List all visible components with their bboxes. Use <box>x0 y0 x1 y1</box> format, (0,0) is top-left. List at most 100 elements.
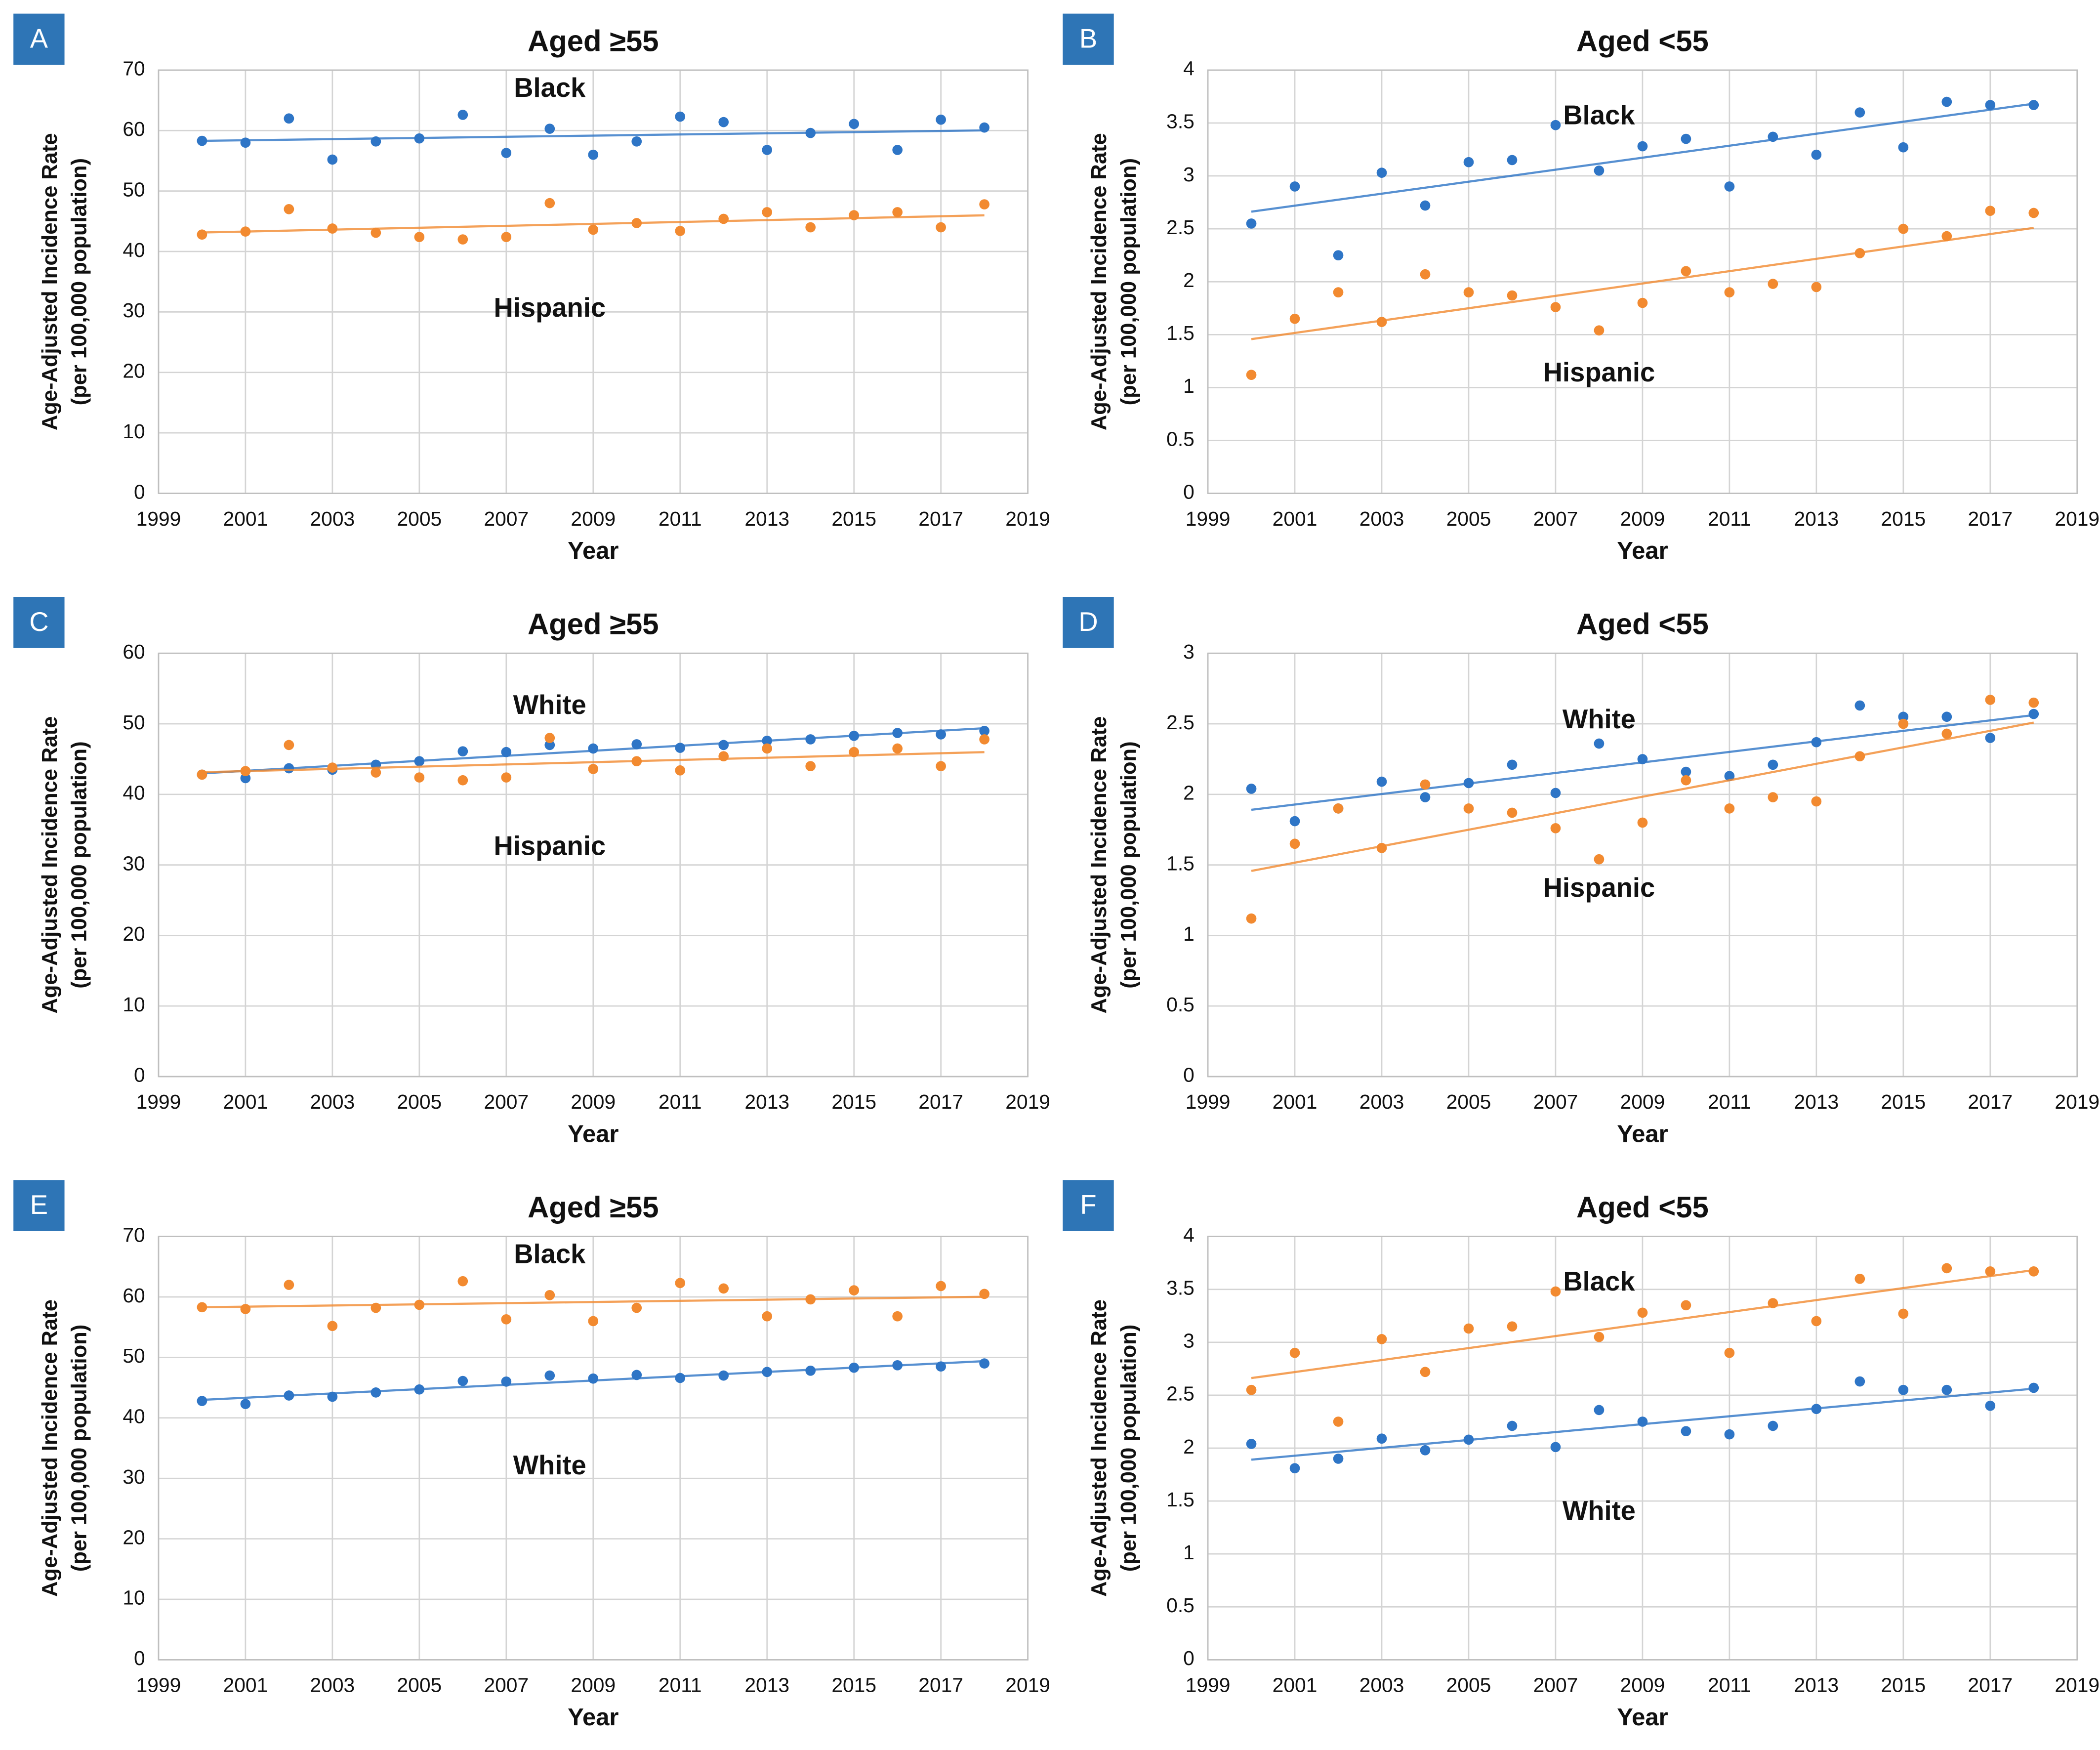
y-tick-label: 10 <box>123 993 145 1016</box>
x-tick-label: 2003 <box>1359 507 1404 530</box>
data-point <box>1550 120 1561 130</box>
plot-border <box>158 652 1029 1078</box>
data-point <box>501 747 512 757</box>
panel-badge <box>1063 597 1114 648</box>
data-point <box>1333 287 1344 297</box>
y-tick-label: 0.5 <box>1166 993 1194 1016</box>
x-tick-label: 2007 <box>1533 507 1578 530</box>
data-point <box>1898 223 1909 234</box>
trend-line <box>202 1295 985 1309</box>
data-point <box>1898 1384 1909 1395</box>
y-tick-label: 3 <box>1183 1330 1194 1352</box>
x-tick-label: 2011 <box>1708 507 1751 530</box>
data-point <box>1898 1308 1909 1319</box>
data-point <box>1289 1463 1300 1474</box>
y-tick-label: 3 <box>1183 163 1194 186</box>
x-axis-label: Year <box>568 538 618 564</box>
data-point <box>718 740 729 750</box>
data-point <box>1289 816 1300 827</box>
data-point <box>457 110 468 120</box>
x-tick-label: 2017 <box>918 1090 963 1113</box>
y-tick-label: 2 <box>1183 782 1194 804</box>
x-tick-label: 2005 <box>397 507 442 530</box>
y-tick-label: 10 <box>123 420 145 443</box>
data-point <box>1420 779 1431 790</box>
data-point <box>1550 788 1561 798</box>
data-point <box>1768 1298 1778 1308</box>
y-tick-label: 50 <box>123 711 145 734</box>
data-point <box>762 1311 773 1322</box>
data-point <box>1637 754 1648 764</box>
panel-badge <box>1063 1180 1114 1231</box>
data-point <box>1420 1367 1431 1377</box>
data-point <box>892 207 903 217</box>
y-tick-label: 50 <box>123 1344 145 1367</box>
data-point <box>1289 1347 1300 1358</box>
x-tick-label: 2015 <box>831 1674 876 1697</box>
y-tick-label: 2.5 <box>1166 711 1194 734</box>
y-axis-label: Age-Adjusted Incidence Rate <box>1087 1299 1111 1597</box>
y-axis-label: (per 100,000 population) <box>68 741 91 988</box>
data-point <box>544 124 555 134</box>
data-point <box>240 226 251 237</box>
x-tick-label: 2015 <box>1881 507 1926 530</box>
data-point <box>588 1373 599 1384</box>
y-tick-label: 1 <box>1183 375 1194 397</box>
data-point <box>762 743 773 754</box>
data-point <box>1594 165 1605 176</box>
y-tick-label: 4 <box>1183 57 1194 80</box>
x-tick-label: 2005 <box>1446 1090 1491 1113</box>
x-tick-label: 2003 <box>1359 1674 1404 1697</box>
data-point <box>1550 1286 1561 1297</box>
data-point <box>1594 1332 1605 1342</box>
data-point <box>936 761 946 772</box>
y-axis-label: (per 100,000 population) <box>68 1325 91 1572</box>
x-tick-label: 2015 <box>831 1090 876 1113</box>
y-tick-label: 20 <box>123 360 145 382</box>
data-point <box>457 775 468 786</box>
y-tick-label: 2 <box>1183 1435 1194 1458</box>
x-tick-label: 1999 <box>1186 507 1231 530</box>
data-point <box>1854 107 1865 118</box>
y-tick-label: 0 <box>1183 480 1194 503</box>
x-tick-label: 2003 <box>1359 1090 1404 1113</box>
y-tick-label: 0 <box>1183 1064 1194 1086</box>
x-tick-label: 2011 <box>659 1090 702 1113</box>
data-point <box>1898 142 1909 153</box>
series-label: White <box>513 690 586 720</box>
x-tick-label: 2009 <box>1620 1090 1665 1113</box>
data-point <box>1941 231 1952 242</box>
x-tick-label: 2013 <box>744 507 789 530</box>
x-tick-label: 1999 <box>1186 1674 1231 1697</box>
data-point <box>849 119 860 129</box>
data-point <box>1768 792 1778 802</box>
x-tick-label: 2013 <box>1794 1674 1839 1697</box>
x-tick-label: 2003 <box>310 1674 355 1697</box>
data-point <box>544 1370 555 1381</box>
panel-badge <box>13 1180 65 1231</box>
data-point <box>1985 695 1996 705</box>
panel-letter: B <box>1079 23 1097 53</box>
data-point <box>2028 708 2039 719</box>
data-point <box>371 1302 381 1313</box>
data-point <box>1854 700 1865 711</box>
y-tick-label: 1.5 <box>1166 1488 1194 1511</box>
data-point <box>762 207 773 217</box>
data-point <box>1768 1420 1778 1431</box>
trend-line <box>202 129 985 142</box>
data-point <box>588 743 599 754</box>
y-axis-label: Age-Adjusted Incidence Rate <box>38 133 62 430</box>
x-tick-label: 2015 <box>1881 1090 1926 1113</box>
x-tick-label: 1999 <box>1186 1090 1231 1113</box>
panel-letter: D <box>1078 607 1098 637</box>
chart-title: Aged ≥55 <box>528 608 659 641</box>
data-point <box>284 740 294 750</box>
series-label: White <box>1563 1496 1636 1526</box>
data-point <box>718 1283 729 1294</box>
data-point <box>1376 1334 1387 1344</box>
data-point <box>1724 771 1735 782</box>
data-point <box>1333 250 1344 261</box>
data-point <box>1594 738 1605 749</box>
